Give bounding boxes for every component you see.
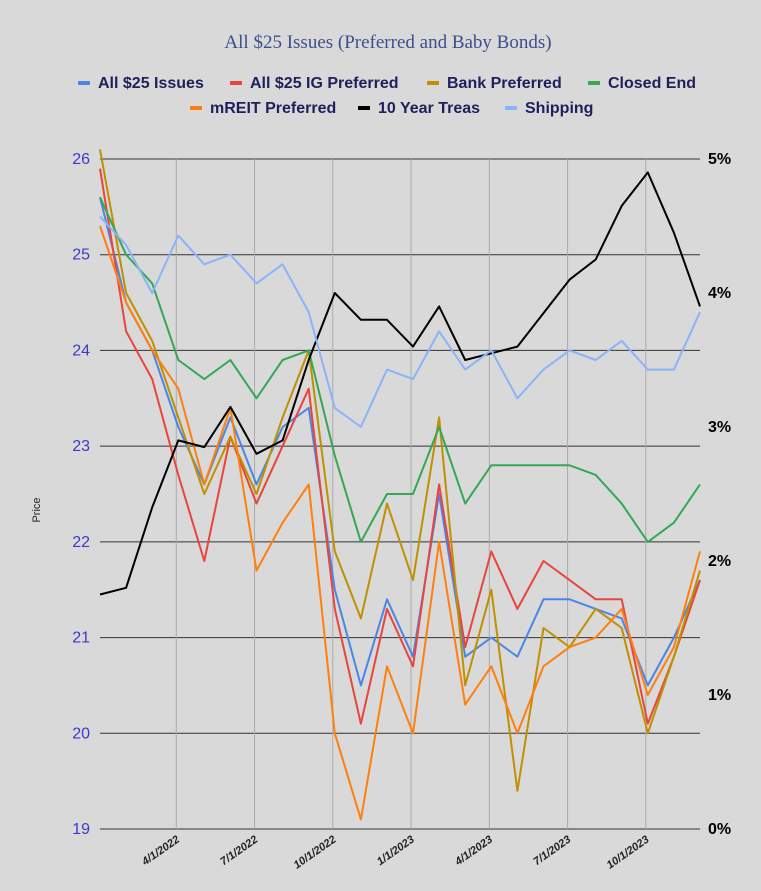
series-line-1 [99,168,701,725]
y-tick-label-right: 5% [708,151,731,168]
series-lines [99,149,701,821]
y-tick-label-left: 20 [72,725,90,742]
legend-label: Shipping [525,100,593,117]
y-axis-label: Price [31,497,43,522]
y-tick-label-right: 1% [708,687,731,704]
series-line-4 [99,225,701,821]
y-tick-label-left: 26 [72,151,90,168]
y-tick-label-left: 24 [72,342,90,359]
chart-title: All $25 Issues (Preferred and Baby Bonds… [224,32,551,53]
legend-label: mREIT Preferred [210,100,336,117]
x-axis: 4/1/2022 7/1/2022 10/1/2022 1/1/2023 4/1/202… [139,834,651,872]
y-tick-label-left: 19 [72,821,90,838]
x-tick-label: 4/1/2022 [139,834,182,869]
y-tick-label-left: 25 [72,247,90,264]
series-line-6 [99,215,701,428]
y-tick-label-left: 22 [72,534,90,551]
x-tick-label: 4/1/2023 [452,834,495,869]
x-tick-label: 7/1/2023 [531,834,573,868]
series-line-2 [99,149,701,792]
y-tick-label-left: 21 [72,630,90,647]
legend-label: Bank Preferred [447,75,562,92]
y-tick-label-right: 4% [708,285,731,302]
y-tick-label-right: 0% [708,821,731,838]
y-tick-label-left: 23 [72,438,90,455]
y-axis-right: 5% 4% 3% 2% 1% 0% [708,151,731,838]
legend-label: All $25 Issues [98,75,204,92]
y-axis-left: 26 25 24 23 22 21 20 19 [72,151,90,838]
series-line-0 [99,197,701,687]
legend-label: All $25 IG Preferred [250,75,399,92]
x-tick-label: 10/1/2023 [605,834,652,872]
x-tick-label: 7/1/2022 [218,834,260,868]
series-line-3 [99,196,701,543]
series-line-5 [99,171,701,596]
y-tick-label-right: 2% [708,553,731,570]
x-tick-label: 10/1/2022 [292,834,339,872]
legend-label: 10 Year Treas [378,100,480,117]
y-tick-label-right: 3% [708,419,731,436]
legend-label: Closed End [608,75,696,92]
x-tick-label: 1/1/2023 [375,834,417,868]
legend: All $25 Issues All $25 IG Preferred Bank P… [78,75,696,117]
